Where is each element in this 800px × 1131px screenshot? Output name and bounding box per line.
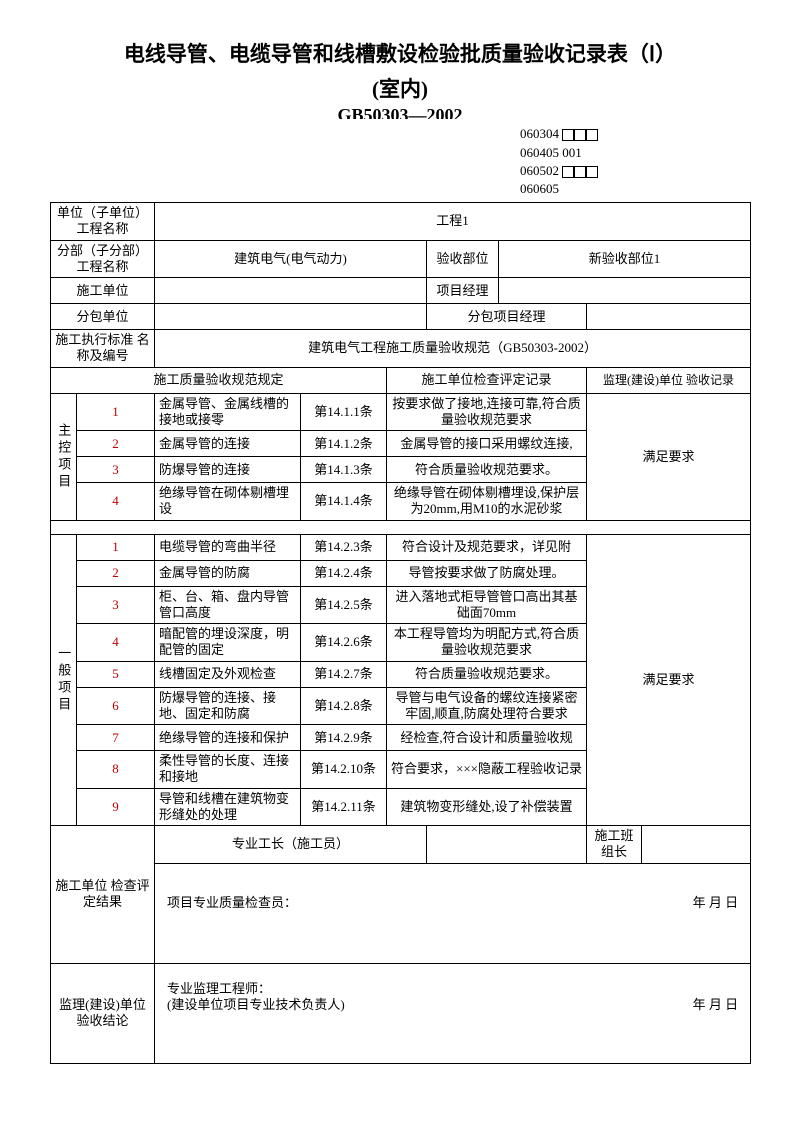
table-row-clause: 第14.2.5条	[301, 586, 387, 624]
table-row-clause: 第14.2.8条	[301, 687, 387, 725]
record-table: 单位（子单位） 工程名称 工程1 分部（子分部） 工程名称 建筑电气(电气动力)…	[50, 202, 751, 1064]
main-group: 主控项目	[51, 393, 77, 520]
foreman-label: 专业工长（施工员）	[155, 826, 427, 864]
table-row-check: 导管按要求做了防腐处理。	[387, 560, 587, 586]
check-header: 施工单位检查评定记录	[387, 367, 587, 393]
qc-signature-area: 项目专业质量检查员： 年 月 日	[155, 863, 751, 963]
table-row-check: 符合设计及规范要求，详见附	[387, 534, 587, 560]
table-row-check: 符合质量验收规范要求。	[387, 661, 587, 687]
sub-proj-label: 分部（子分部） 工程名称	[51, 240, 155, 278]
sub-pm-label: 分包项目经理	[427, 304, 587, 330]
form-codes: 060304 060405 001 060502 060605	[520, 125, 750, 198]
super-signature-area: 专业监理工程师： (建设单位项目专业技术负责人) 年 月 日	[155, 963, 751, 1063]
table-row-check: 进入落地式柜导管管口高出其基础面70mm	[387, 586, 587, 624]
table-row-clause: 第14.2.9条	[301, 725, 387, 751]
table-row-check: 符合质量验收规范要求。	[387, 457, 587, 483]
table-row-num: 2	[77, 560, 155, 586]
team-value	[642, 826, 751, 864]
table-row-name: 暗配管的埋设深度，明配管的固定	[155, 624, 301, 662]
general-result: 满足要求	[587, 534, 751, 826]
table-row-name: 绝缘导管的连接和保护	[155, 725, 301, 751]
table-row-name: 防爆导管的连接、接地、固定和防腐	[155, 687, 301, 725]
sub-proj-value: 建筑电气(电气动力)	[155, 240, 427, 278]
table-row-num: 8	[77, 751, 155, 789]
table-row-num: 3	[77, 457, 155, 483]
unit-proj-label: 单位（子单位） 工程名称	[51, 203, 155, 241]
main-result: 满足要求	[587, 393, 751, 520]
table-row-clause: 第14.2.3条	[301, 534, 387, 560]
table-row-clause: 第14.1.4条	[301, 483, 387, 521]
super-result-label: 监理(建设)单位 验收结论	[51, 963, 155, 1063]
table-row-clause: 第14.2.7条	[301, 661, 387, 687]
table-row-num: 4	[77, 624, 155, 662]
subcon-label: 分包单位	[51, 304, 155, 330]
table-row-name: 金属导管、金属线槽的接地或接零	[155, 393, 301, 431]
table-row-name: 导管和线槽在建筑物变形缝处的处理	[155, 788, 301, 826]
accept-part-label: 验收部位	[427, 240, 499, 278]
table-row-clause: 第14.1.2条	[301, 431, 387, 457]
code-partial: GB50303—2002	[50, 105, 750, 119]
table-row-name: 线槽固定及外观检查	[155, 661, 301, 687]
table-row-name: 金属导管的防腐	[155, 560, 301, 586]
constr-unit-value	[155, 278, 427, 304]
table-row-clause: 第14.1.1条	[301, 393, 387, 431]
table-row-clause: 第14.2.6条	[301, 624, 387, 662]
table-row-clause: 第14.2.11条	[301, 788, 387, 826]
table-row-name: 金属导管的连接	[155, 431, 301, 457]
table-row-check: 导管与电气设备的螺纹连接紧密牢固,顺直,防腐处理符合要求	[387, 687, 587, 725]
foreman-value	[427, 826, 587, 864]
page-subtitle: (室内)	[50, 73, 750, 103]
std-value: 建筑电气工程施工质量验收规范（GB50303-2002）	[155, 330, 751, 368]
super-header: 监理(建设)单位 验收记录	[587, 367, 751, 393]
table-row-clause: 第14.1.3条	[301, 457, 387, 483]
table-row-num: 9	[77, 788, 155, 826]
table-row-check: 本工程导管均为明配方式,符合质量验收规范要求	[387, 624, 587, 662]
table-row-name: 柜、台、箱、盘内导管管口高度	[155, 586, 301, 624]
table-row-num: 1	[77, 534, 155, 560]
table-row-check: 经检查,符合设计和质量验收规	[387, 725, 587, 751]
table-row-name: 防爆导管的连接	[155, 457, 301, 483]
table-row-check: 符合要求，×××隐蔽工程验收记录	[387, 751, 587, 789]
general-group: 一般项目	[51, 534, 77, 826]
table-row-num: 7	[77, 725, 155, 751]
table-row-num: 5	[77, 661, 155, 687]
std-label: 施工执行标准 名称及编号	[51, 330, 155, 368]
table-row-name: 电缆导管的弯曲半径	[155, 534, 301, 560]
table-row-num: 3	[77, 586, 155, 624]
table-row-num: 4	[77, 483, 155, 521]
accept-part-value: 新验收部位1	[499, 240, 751, 278]
table-row-num: 2	[77, 431, 155, 457]
spec-header: 施工质量验收规范规定	[51, 367, 387, 393]
table-row-num: 6	[77, 687, 155, 725]
table-row-name: 柔性导管的长度、连接和接地	[155, 751, 301, 789]
table-row-num: 1	[77, 393, 155, 431]
constr-result-label: 施工单位 检查评定结果	[51, 826, 155, 964]
sub-pm-value	[587, 304, 751, 330]
table-row-clause: 第14.2.4条	[301, 560, 387, 586]
table-row-check: 绝缘导管在砌体剔槽埋设,保护层为20mm,用M10的水泥砂浆	[387, 483, 587, 521]
table-row-check: 金属导管的接口采用螺纹连接,	[387, 431, 587, 457]
table-row-check: 建筑物变形缝处,设了补偿装置	[387, 788, 587, 826]
table-row-name: 绝缘导管在砌体剔槽埋设	[155, 483, 301, 521]
page-title: 电线导管、电缆导管和线槽敷设检验批质量验收记录表（Ⅰ）	[50, 40, 750, 69]
pm-label: 项目经理	[427, 278, 499, 304]
unit-proj-value: 工程1	[155, 203, 751, 241]
constr-unit-label: 施工单位	[51, 278, 155, 304]
subcon-value	[155, 304, 427, 330]
table-row-clause: 第14.2.10条	[301, 751, 387, 789]
team-label: 施工班组长	[587, 826, 642, 864]
table-row-check: 按要求做了接地,连接可靠,符合质量验收规范要求	[387, 393, 587, 431]
pm-value	[499, 278, 751, 304]
